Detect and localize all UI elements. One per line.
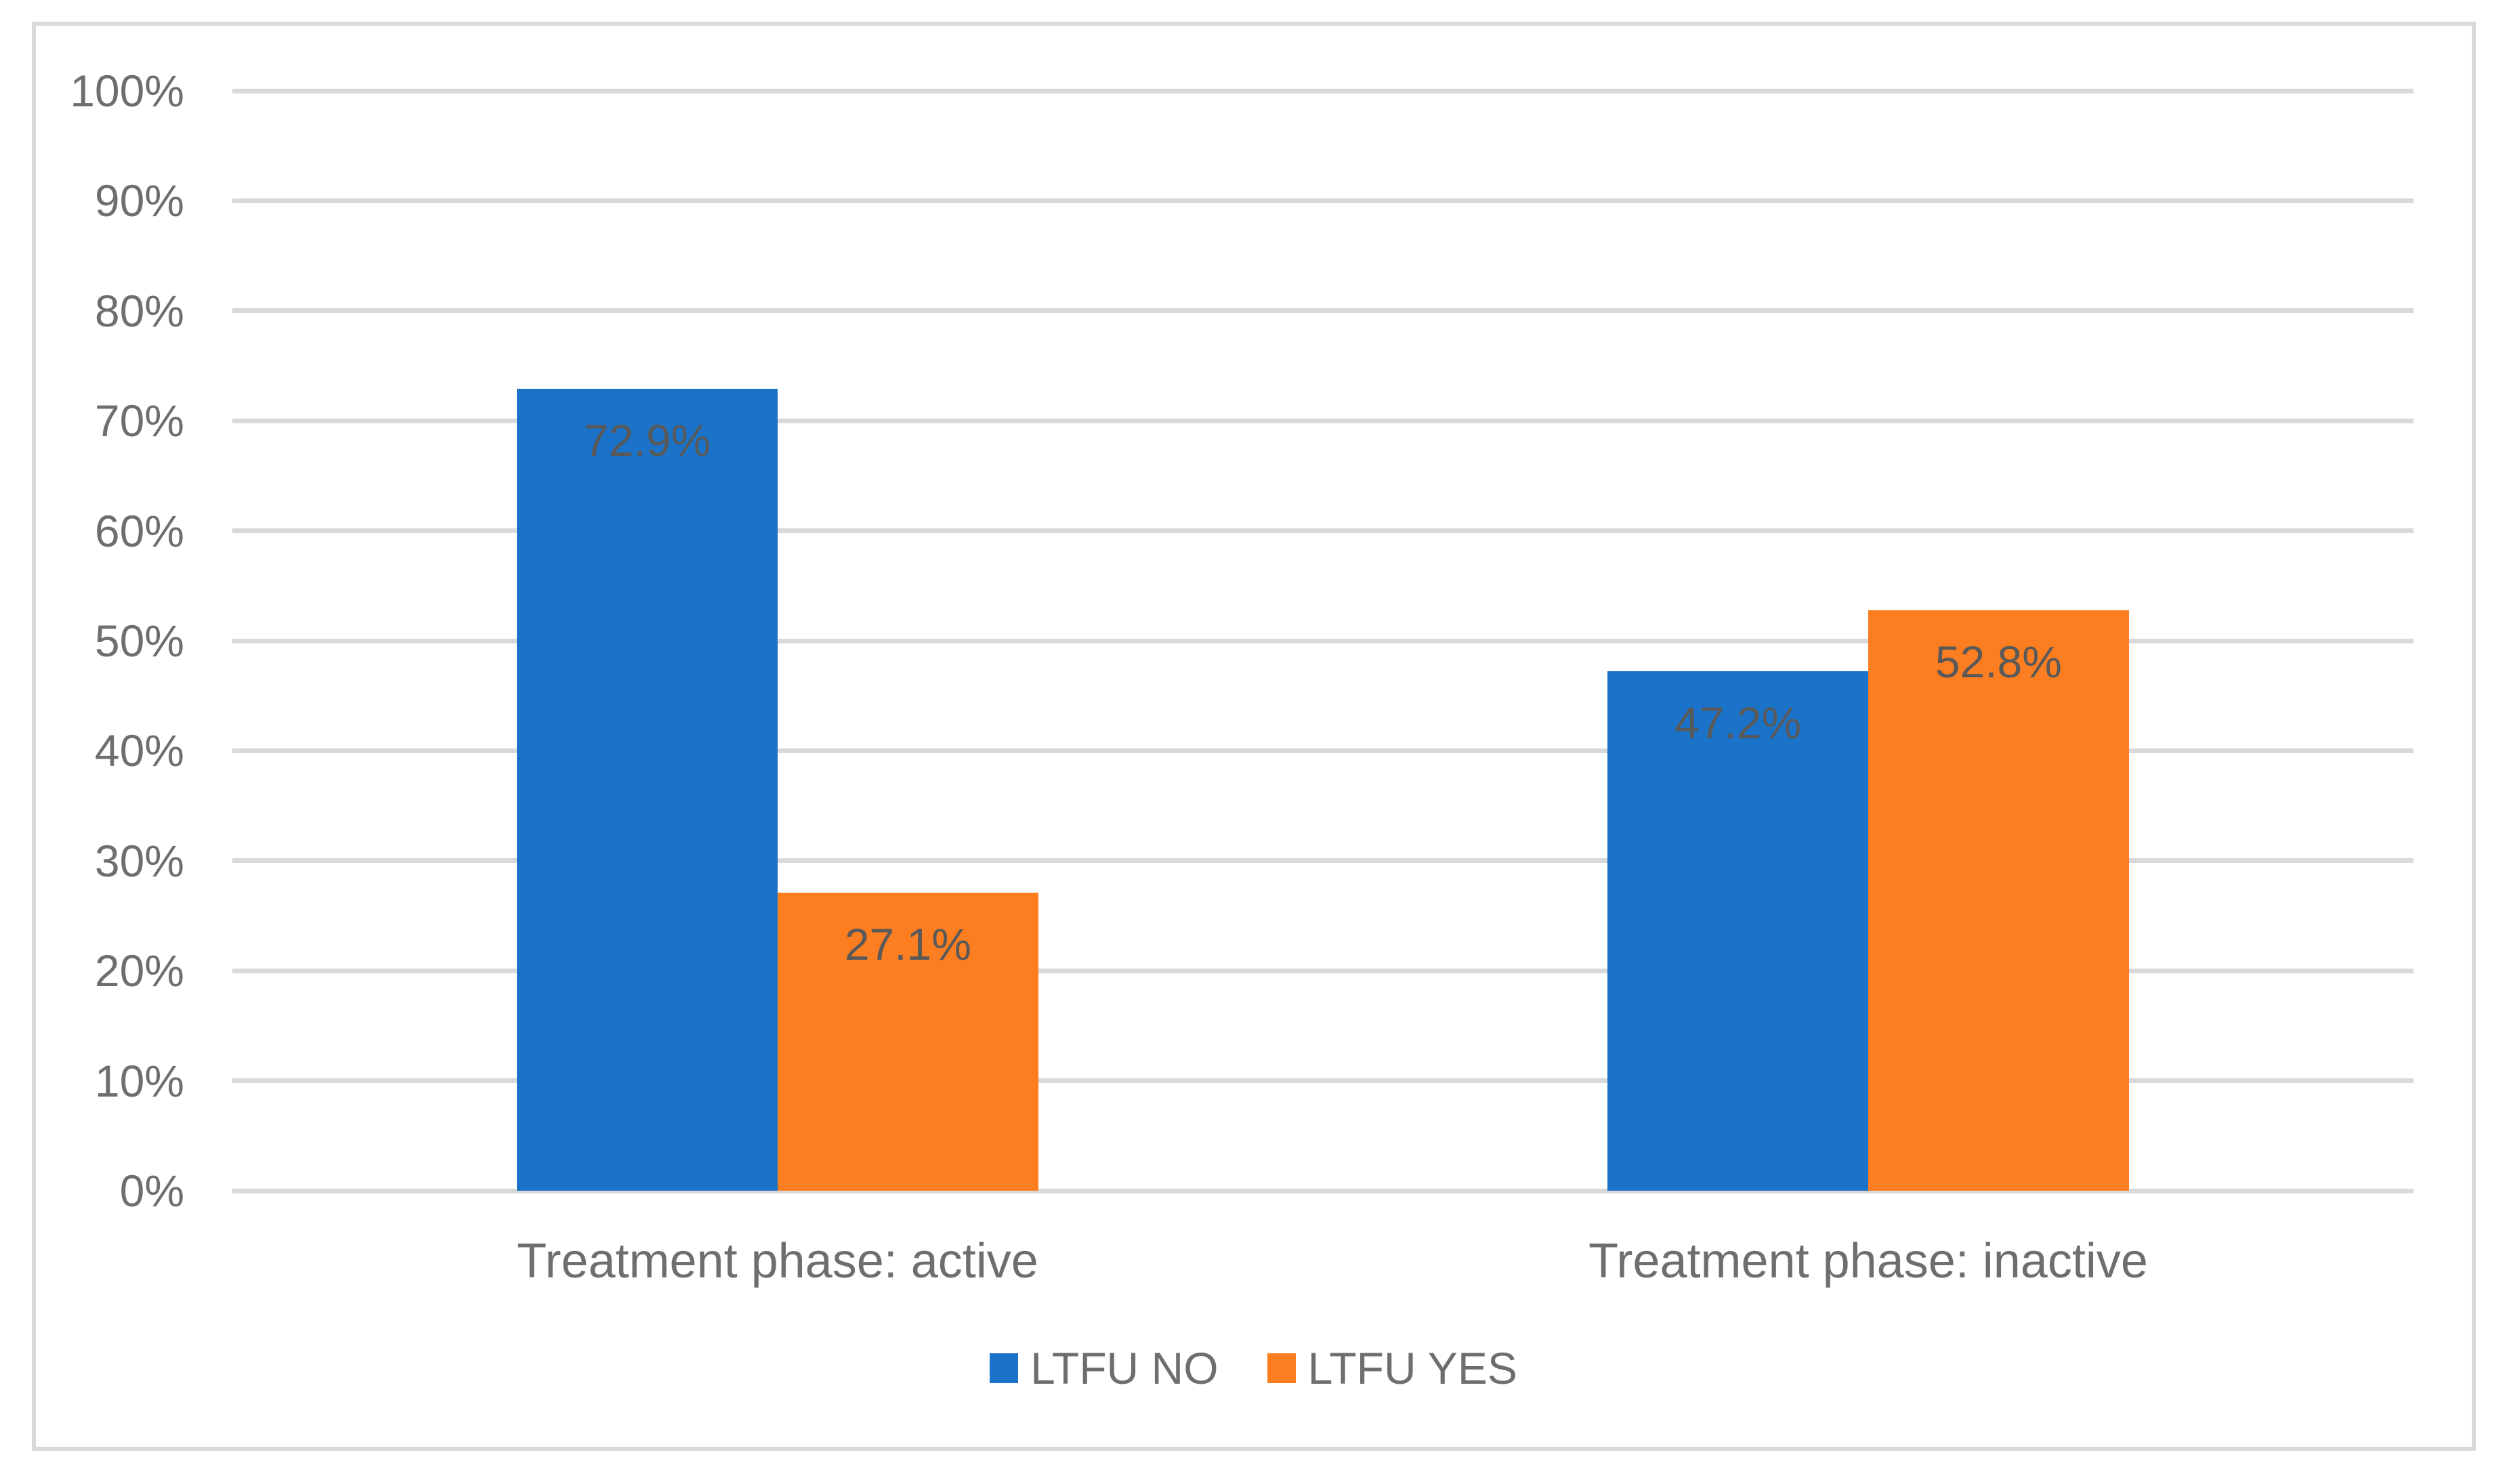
- gridline-10: [232, 1078, 2414, 1084]
- chart-frame: [32, 22, 2476, 1451]
- bars-layer: 72.9% 27.1% 47.2% 52.8%: [232, 91, 2414, 1191]
- gridline-20: [232, 968, 2414, 973]
- bar-value-label: 27.1%: [844, 918, 971, 969]
- gridline-100: [232, 88, 2414, 93]
- bar-ltfu-yes-treatment-phase-active: 27.1%: [778, 892, 1038, 1191]
- bar-value-label: 47.2%: [1674, 698, 1802, 748]
- gridline-90: [232, 198, 2414, 203]
- legend-swatch-ltfu-yes-icon: [1267, 1353, 1296, 1383]
- legend-label-ltfu-no: LTFU NO: [1030, 1343, 1219, 1393]
- bar-value-label: 52.8%: [1935, 636, 2062, 687]
- bar-ltfu-no-treatment-phase-active: 72.9%: [517, 389, 778, 1191]
- gridline-40: [232, 748, 2414, 753]
- gridline-60: [232, 528, 2414, 534]
- gridline-50: [232, 638, 2414, 643]
- gridline-70: [232, 418, 2414, 423]
- legend-item-ltfu-yes: LTFU YES: [1267, 1338, 1517, 1398]
- gridline-0: [232, 1188, 2414, 1193]
- legend-label-ltfu-yes: LTFU YES: [1307, 1343, 1517, 1393]
- legend-item-ltfu-no: LTFU NO: [990, 1338, 1219, 1398]
- gridline-30: [232, 858, 2414, 864]
- gridline-80: [232, 308, 2414, 314]
- gridlines: [232, 88, 2414, 1193]
- bar-ltfu-no-treatment-phase-inactive: 47.2%: [1607, 671, 1868, 1191]
- legend-swatch-ltfu-no-icon: [990, 1353, 1019, 1383]
- bar-value-label: 72.9%: [584, 415, 711, 466]
- legend: LTFU NO LTFU YES: [0, 1338, 2507, 1398]
- plot-area: 72.9% 27.1% 47.2% 52.8%: [232, 88, 2414, 1193]
- bar-ltfu-yes-treatment-phase-inactive: 52.8%: [1868, 610, 2129, 1191]
